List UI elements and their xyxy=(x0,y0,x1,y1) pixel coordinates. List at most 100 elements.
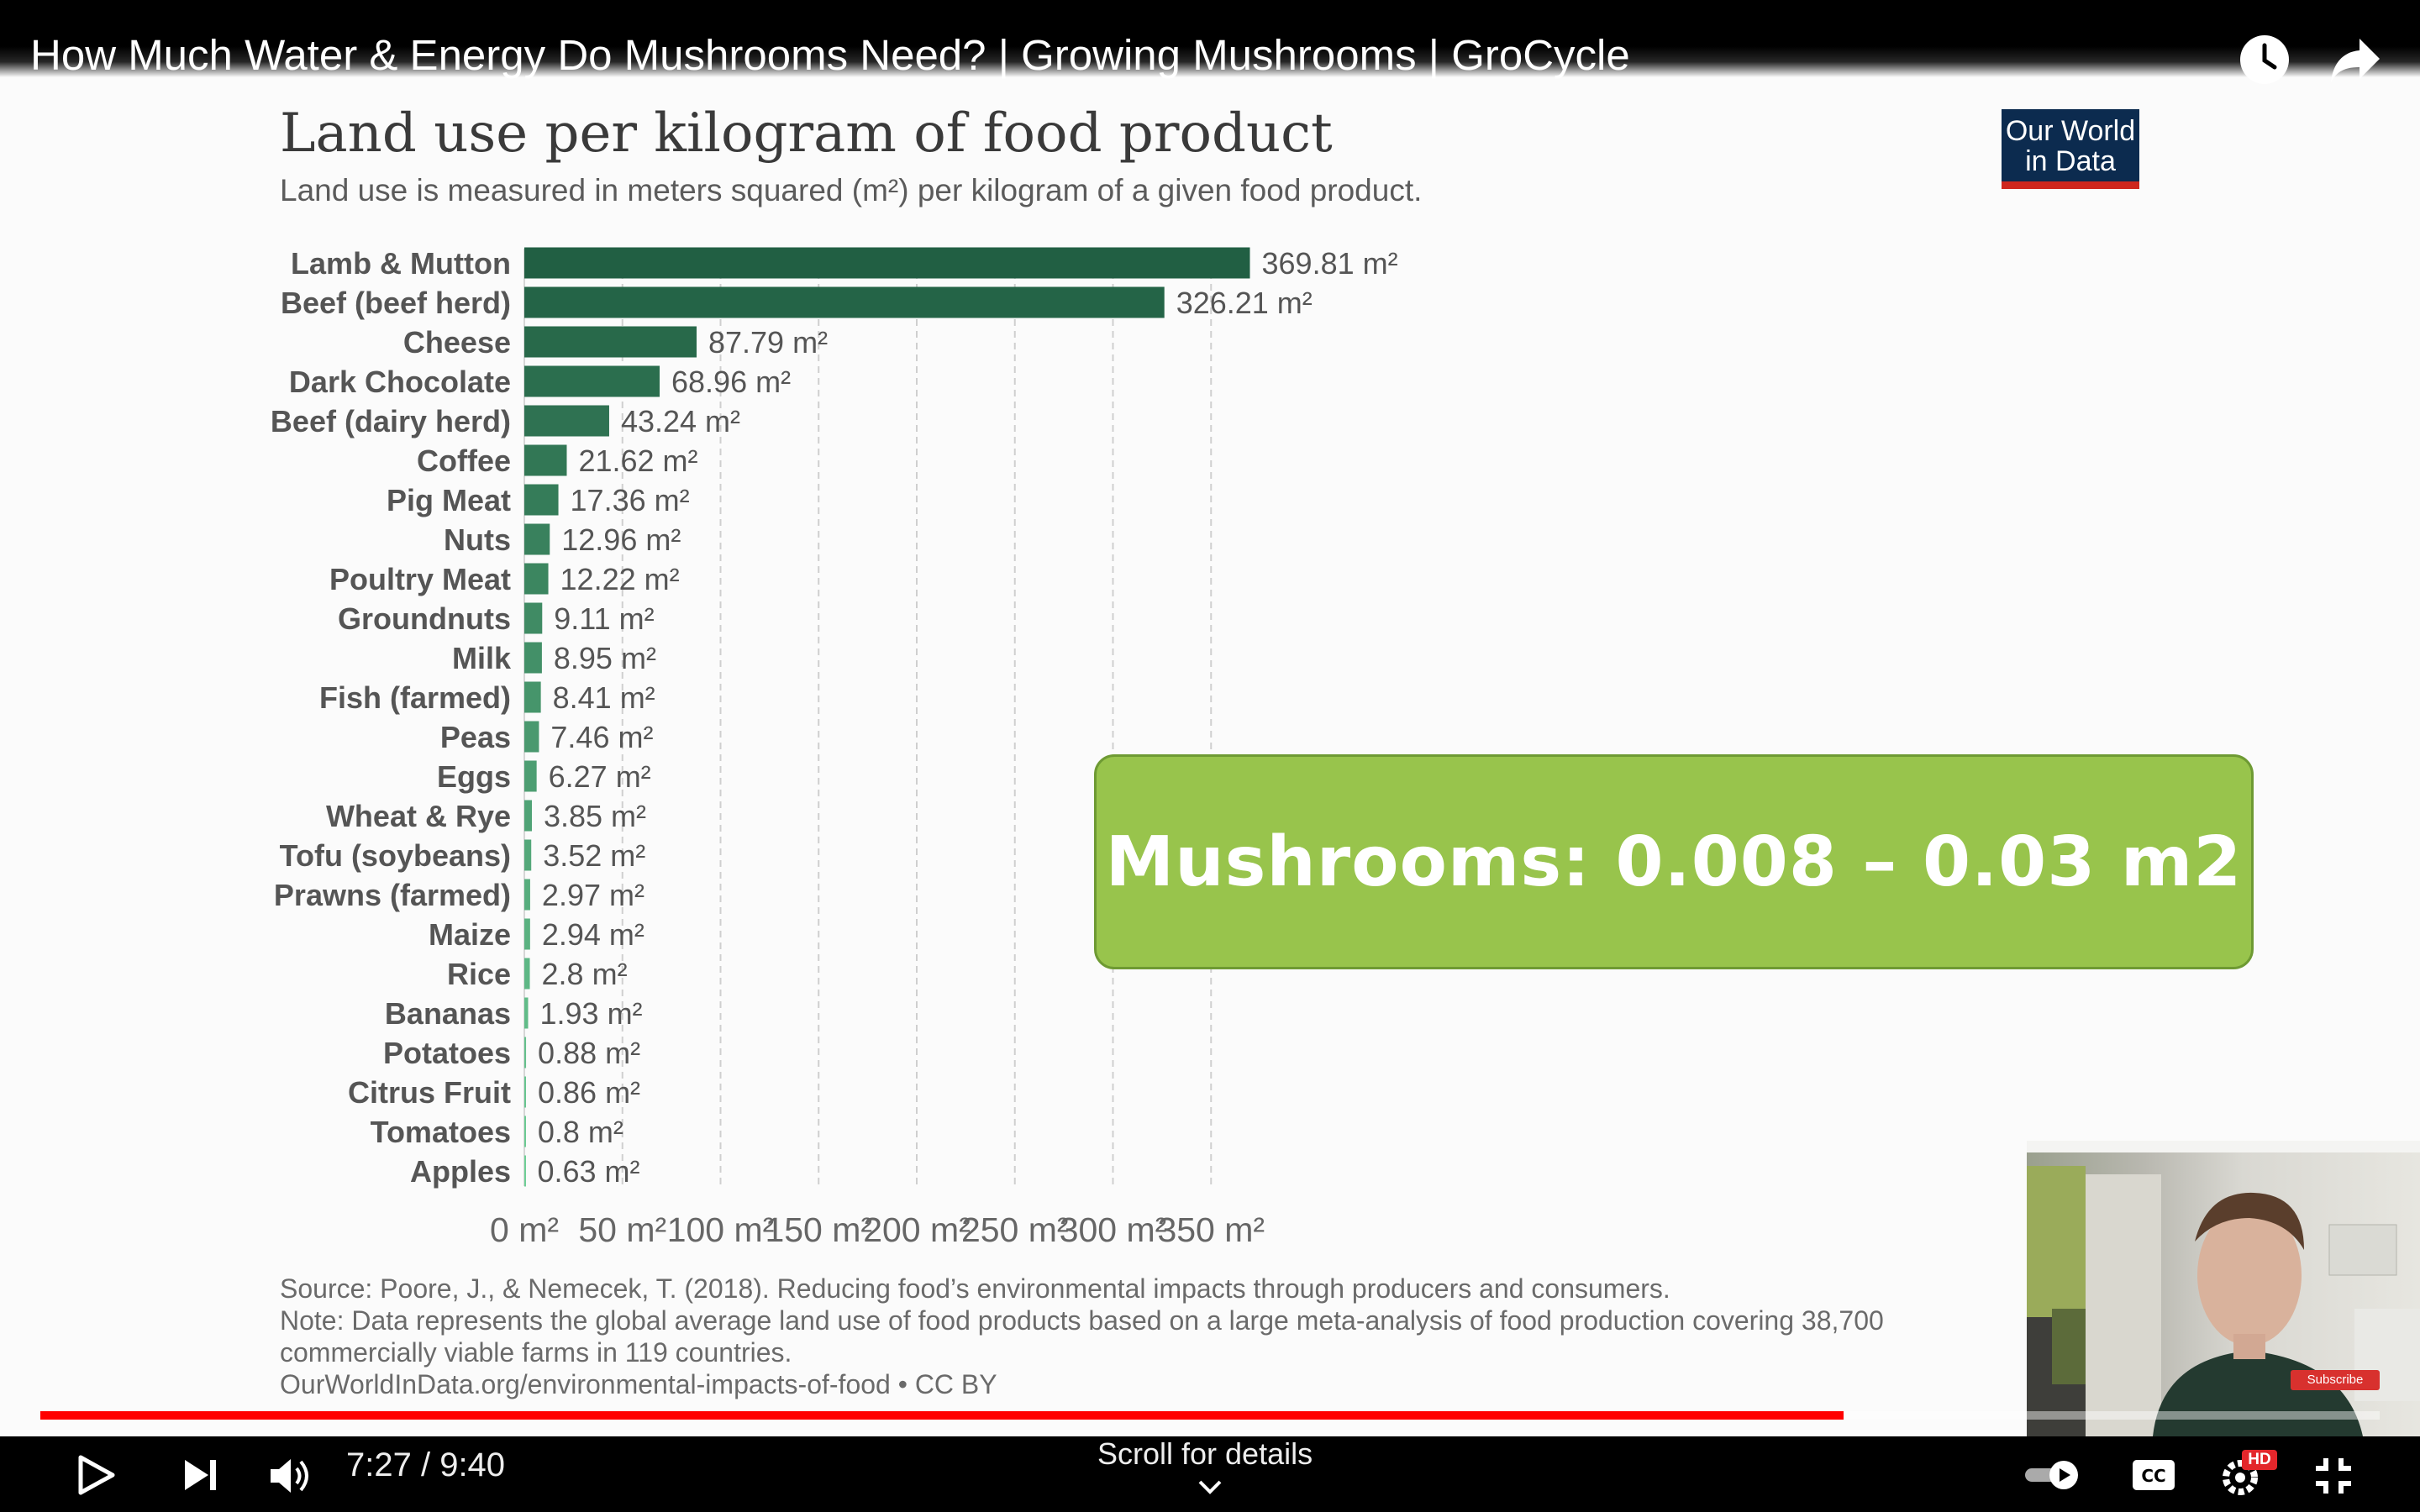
settings-icon[interactable] xyxy=(2220,1455,2264,1497)
data-label: 3.85 m² xyxy=(544,799,646,833)
mushrooms-callout: Mushrooms: 0.008 – 0.03 m2 xyxy=(1094,754,2254,969)
autoplay-toggle-icon[interactable] xyxy=(2023,1460,2081,1490)
data-label: 21.62 m² xyxy=(578,444,697,478)
bar xyxy=(524,918,530,950)
bar-chart: Lamb & Mutton Beef (beef herd) Cheese Dark … xyxy=(271,246,1398,1249)
bar xyxy=(524,642,542,674)
note-text-line-1: Note: Data represents the global average… xyxy=(280,1305,1884,1336)
data-label: 2.8 m² xyxy=(542,957,628,991)
callout-text: Mushrooms: 0.008 – 0.03 m2 xyxy=(1105,822,2243,902)
bar xyxy=(524,444,567,476)
data-label: 326.21 m² xyxy=(1176,286,1313,320)
chart-footer: Source: Poore, J., & Nemecek, T. (2018).… xyxy=(280,1273,2044,1400)
x-tick-label: 350 m² xyxy=(1157,1210,1265,1249)
category-label: Poultry Meat xyxy=(329,562,511,596)
x-tick-label: 250 m² xyxy=(961,1210,1069,1249)
note-text-line-2: commercially viable farms in 119 countri… xyxy=(280,1337,792,1368)
x-tick-label: 300 m² xyxy=(1060,1210,1167,1249)
top-bar: How Much Water & Energy Do Mushrooms Nee… xyxy=(0,0,2420,84)
data-label: 43.24 m² xyxy=(621,404,740,438)
subscribe-watermark[interactable]: Subscribe xyxy=(2291,1370,2380,1390)
bar xyxy=(524,681,541,713)
chart-title: Land use per kilogram of food product xyxy=(280,102,1333,165)
share-icon[interactable] xyxy=(2329,35,2381,84)
video-title[interactable]: How Much Water & Energy Do Mushrooms Nee… xyxy=(30,31,1630,79)
category-label: Groundnuts xyxy=(338,601,511,636)
data-label: 7.46 m² xyxy=(550,720,653,754)
data-label: 17.36 m² xyxy=(571,483,690,517)
category-label: Potatoes xyxy=(383,1036,511,1070)
volume-icon[interactable] xyxy=(269,1457,313,1495)
bar xyxy=(524,484,559,516)
x-tick-label: 150 m² xyxy=(765,1210,872,1249)
category-label: Pig Meat xyxy=(387,483,511,517)
bar xyxy=(524,1076,527,1108)
bars xyxy=(524,247,1250,1187)
data-label: 2.94 m² xyxy=(542,917,644,952)
data-label: 12.22 m² xyxy=(560,562,680,596)
scroll-for-details[interactable]: Scroll for details xyxy=(1097,1436,1313,1471)
exit-fullscreen-icon[interactable] xyxy=(2314,1457,2353,1495)
data-label: 3.52 m² xyxy=(543,838,645,873)
value-labels: 369.81 m² 326.21 m² 87.79 m² 68.96 m² 43.24 … xyxy=(537,246,1397,1189)
category-label: Wheat & Rye xyxy=(326,799,511,833)
x-tick-label: 50 m² xyxy=(578,1210,666,1249)
bar xyxy=(524,405,609,437)
category-label: Nuts xyxy=(444,522,511,557)
bar xyxy=(524,997,529,1029)
play-icon[interactable] xyxy=(77,1455,116,1495)
hd-badge: HD xyxy=(2242,1450,2277,1470)
clock-icon[interactable] xyxy=(2238,34,2291,86)
bar xyxy=(524,563,549,595)
category-label: Beef (beef herd) xyxy=(281,286,511,320)
x-tick-label: 100 m² xyxy=(667,1210,775,1249)
data-label: 8.95 m² xyxy=(554,641,656,675)
source-text: Source: Poore, J., & Nemecek, T. (2018).… xyxy=(280,1273,1670,1304)
data-label: 1.93 m² xyxy=(540,996,643,1031)
category-label: Peas xyxy=(440,720,511,754)
next-icon[interactable] xyxy=(183,1458,218,1492)
logo-line-2: in Data xyxy=(2025,145,2116,177)
category-label: Prawns (farmed) xyxy=(274,878,511,912)
category-label: Fish (farmed) xyxy=(319,680,511,715)
grid-lines xyxy=(523,249,1213,1186)
chart-subtitle: Land use is measured in meters squared (… xyxy=(280,173,1423,207)
category-label: Tomatoes xyxy=(371,1115,511,1149)
category-label: Tofu (soybeans) xyxy=(280,838,511,873)
data-label: 0.88 m² xyxy=(538,1036,640,1070)
data-label: 87.79 m² xyxy=(708,325,828,360)
data-label: 2.97 m² xyxy=(542,878,644,912)
time-display: 7:27 / 9:40 xyxy=(346,1446,506,1483)
bar xyxy=(524,839,532,871)
video-player[interactable]: Land use per kilogram of food product La… xyxy=(0,0,2420,1436)
data-label: 12.96 m² xyxy=(561,522,681,557)
category-label: Bananas xyxy=(385,996,511,1031)
bar xyxy=(524,365,660,397)
bar xyxy=(524,1037,527,1068)
category-label: Citrus Fruit xyxy=(348,1075,511,1110)
category-label: Rice xyxy=(447,957,511,991)
chevron-down-icon[interactable] xyxy=(1195,1477,1225,1497)
bar xyxy=(524,326,697,358)
category-label: Milk xyxy=(452,641,512,675)
data-label: 8.41 m² xyxy=(553,680,655,715)
data-label: 6.27 m² xyxy=(549,759,651,794)
category-label: Cheese xyxy=(403,325,511,360)
bar xyxy=(524,286,1165,318)
bar xyxy=(524,1155,526,1187)
x-tick-label: 200 m² xyxy=(863,1210,971,1249)
bar xyxy=(524,523,550,555)
svg-text:CC: CC xyxy=(2141,1466,2165,1486)
progress-played xyxy=(40,1411,1844,1420)
data-label: 0.86 m² xyxy=(538,1075,640,1110)
credit-text: OurWorldInData.org/environmental-impacts… xyxy=(280,1369,997,1399)
category-label: Coffee xyxy=(417,444,511,478)
presenter-image xyxy=(2027,1141,2420,1436)
data-label: 0.63 m² xyxy=(537,1154,639,1189)
our-world-in-data-logo: Our World in Data xyxy=(2002,109,2139,189)
progress-bar[interactable] xyxy=(40,1411,2380,1420)
data-label: 68.96 m² xyxy=(671,365,791,399)
captions-icon[interactable]: CC xyxy=(2131,1458,2176,1492)
webcam-overlay xyxy=(2027,1141,2420,1436)
category-label: Lamb & Mutton xyxy=(291,246,511,281)
